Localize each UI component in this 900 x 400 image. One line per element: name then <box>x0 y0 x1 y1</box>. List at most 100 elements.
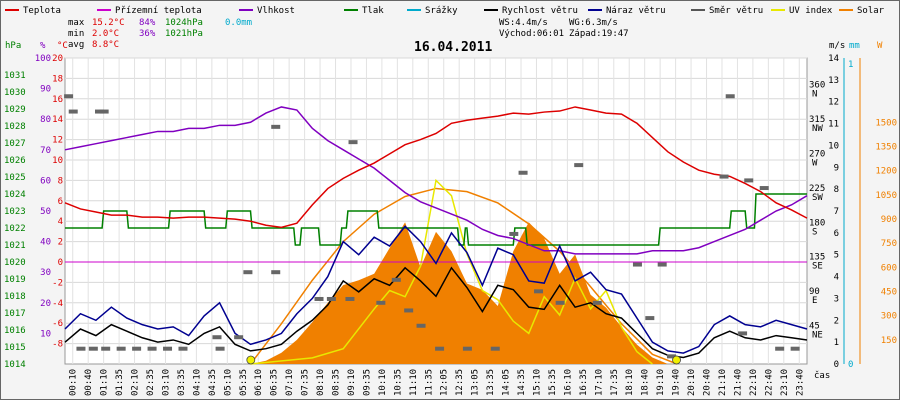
humidity-tick-label: 10 <box>40 329 51 339</box>
wind-direction-series <box>64 94 800 365</box>
wind-direction-mark <box>132 346 142 351</box>
wind-direction-mark <box>462 346 472 351</box>
solar-tick-label: 750 <box>881 239 897 249</box>
uv-index-line <box>250 178 653 365</box>
x-tick-label: 06:35 <box>270 369 280 396</box>
wind-direction-mark <box>147 346 157 351</box>
direction-tick-value: 270 <box>809 149 825 159</box>
x-tick-label: 04:35 <box>208 369 218 396</box>
axis-unit-w: W <box>877 41 883 51</box>
x-tick-label: 11:10 <box>409 369 419 396</box>
axis-unit-hpa: hPa <box>5 41 21 51</box>
axis-unit-percent: % <box>40 41 46 51</box>
wind-direction-mark <box>404 308 414 313</box>
solar-series <box>249 187 678 365</box>
wind-tick-label: 14 <box>828 54 839 64</box>
humidity-tick-label: 40 <box>40 238 51 248</box>
pressure-tick-label: 1022 <box>4 224 26 234</box>
x-tick-label: 18:10 <box>625 369 635 396</box>
humidity-tick-label: 90 <box>40 85 51 95</box>
wind-direction-mark <box>271 124 281 129</box>
x-tick-label: 04:10 <box>192 369 202 396</box>
wind-direction-mark <box>345 296 355 301</box>
wind-direction-mark <box>212 335 222 340</box>
x-tick-label: 08:10 <box>316 369 326 396</box>
wind-direction-mark <box>215 346 225 351</box>
direction-tick-value: 315 <box>809 115 825 125</box>
solar-area <box>250 222 668 364</box>
x-tick-label: 23:10 <box>780 369 790 396</box>
x-tick-label: 11:35 <box>424 369 434 396</box>
pressure-tick-label: 1023 <box>4 207 26 217</box>
wind-direction-mark <box>657 262 667 267</box>
temperature-tick-label: 14 <box>52 115 63 125</box>
pressure-tick-label: 1029 <box>4 105 26 115</box>
stat-max-label: max <box>68 18 85 28</box>
wind-direction-mark <box>68 109 78 114</box>
wind-direction-mark <box>376 300 386 305</box>
x-tick-label: 21:10 <box>718 369 728 396</box>
direction-tick-value: 135 <box>809 253 825 263</box>
direction-tick-label: S <box>812 227 817 237</box>
x-tick-label: 17:10 <box>594 369 604 396</box>
pressure-tick-label: 1015 <box>4 343 26 353</box>
direction-tick-label: SE <box>812 262 823 272</box>
humidity-tick-label: 30 <box>40 268 51 278</box>
legend-label: Náraz větru <box>606 6 666 16</box>
x-tick-label: 06:10 <box>254 369 264 396</box>
x-tick-label: 10:35 <box>393 369 403 396</box>
solar-tick-label: 1500 <box>875 118 897 128</box>
wind-direction-mark <box>348 140 358 145</box>
legend-label: UV index <box>789 6 833 16</box>
sun-marker <box>246 355 256 365</box>
x-tick-label: 08:35 <box>332 369 342 396</box>
temperature-tick-label: 2 <box>58 238 63 248</box>
wind-direction-mark <box>314 296 324 301</box>
wind-tick-label: 13 <box>828 76 839 86</box>
solar-max-line <box>249 187 678 365</box>
humidity-tick-label: 100 <box>35 54 51 64</box>
x-tick-label: 13:35 <box>486 369 496 396</box>
stat-min-label: min <box>68 29 84 39</box>
solar-tick-label: 1050 <box>875 191 897 201</box>
rain-tick-label: 0 <box>848 360 853 370</box>
direction-tick-value: 225 <box>809 184 825 194</box>
x-axis-label: čas <box>814 370 830 381</box>
temperature-tick-label: 8 <box>58 176 63 186</box>
temperature-tick-label: 18 <box>52 74 63 84</box>
wind-tick-label: 6 <box>834 229 839 239</box>
pressure-tick-label: 1028 <box>4 122 26 132</box>
x-tick-label: 16:35 <box>579 369 589 396</box>
x-tick-label: 17:35 <box>610 369 620 396</box>
info-ws: WS:4.4m/s <box>499 18 548 28</box>
x-tick-label: 02:35 <box>146 369 156 396</box>
wind-direction-mark <box>391 277 401 282</box>
wind-direction-mark <box>555 300 565 305</box>
x-tick-label: 16:10 <box>563 369 573 396</box>
wind-direction-mark <box>592 300 602 305</box>
legend-label: Přízemní teplota <box>115 6 202 16</box>
stat-rain-total: 0.0mm <box>225 18 252 28</box>
wind-direction-mark <box>178 346 188 351</box>
wind-direction-mark <box>666 354 676 359</box>
x-tick-label: 00:40 <box>84 369 94 396</box>
axis-unit-mm: mm <box>849 41 860 51</box>
wind-speed-line <box>64 266 808 359</box>
pressure-tick-label: 1025 <box>4 173 26 183</box>
stat-min-temp: 2.0°C <box>92 29 119 39</box>
wind-direction-mark <box>64 94 74 99</box>
wind-direction-mark <box>775 346 785 351</box>
x-tick-label: 15:10 <box>532 369 542 396</box>
x-tick-label: 20:10 <box>687 369 697 396</box>
wind-direction-mark <box>744 178 754 183</box>
temperature-line <box>64 106 808 229</box>
wind-direction-mark <box>116 346 126 351</box>
x-tick-label: 05:35 <box>239 369 249 396</box>
wind-direction-mark <box>518 170 528 175</box>
humidity-tick-label: 70 <box>40 146 51 156</box>
pressure-tick-label: 1019 <box>4 275 26 285</box>
wind-direction-mark <box>738 331 748 336</box>
x-tick-label: 14:35 <box>517 369 527 396</box>
pressure-tick-label: 1017 <box>4 309 26 319</box>
